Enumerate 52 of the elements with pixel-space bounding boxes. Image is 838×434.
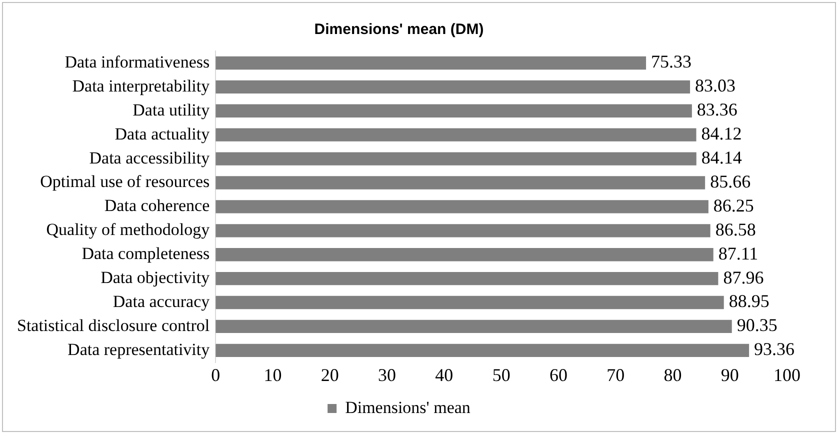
y-tick-label: Data objectivity — [100, 268, 210, 288]
y-tick-label: Data utility — [132, 100, 210, 120]
data-label: 84.14 — [701, 148, 742, 168]
y-tick-label: Data completeness — [82, 244, 210, 264]
bar — [216, 296, 724, 310]
y-tick-label: Data accessibility — [89, 148, 210, 168]
y-tick-label: Quality of methodology — [46, 220, 210, 240]
x-tick-label: 10 — [264, 364, 282, 385]
y-tick-label: Data interpretability — [72, 76, 210, 96]
y-tick-label: Data accuracy — [112, 292, 210, 311]
bar — [216, 104, 692, 118]
x-tick-label: 60 — [549, 364, 568, 385]
data-label: 90.35 — [736, 315, 778, 336]
x-tick-label: 50 — [492, 364, 510, 385]
x-tick-label: 40 — [435, 364, 454, 385]
bar — [216, 248, 714, 262]
y-tick-label: Data representativity — [68, 340, 210, 359]
bar — [216, 200, 708, 214]
data-label: 84.12 — [701, 124, 742, 144]
bar — [216, 344, 750, 358]
x-tick-label: 70 — [606, 364, 625, 385]
x-tick-label: 100 — [774, 364, 800, 385]
bar — [216, 152, 696, 166]
y-tick-label: Data coherence — [104, 196, 210, 216]
data-label: 93.36 — [754, 339, 795, 360]
bar — [216, 224, 710, 238]
x-tick-label: 20 — [320, 364, 339, 385]
y-tick-label: Data informativeness — [64, 52, 210, 72]
bar — [216, 176, 706, 190]
data-label: 88.95 — [728, 291, 770, 312]
bar — [216, 272, 718, 286]
data-label: 87.96 — [723, 267, 764, 288]
data-label: 86.25 — [713, 195, 754, 216]
x-tick-label: 90 — [720, 364, 739, 385]
data-label: 85.66 — [710, 171, 751, 192]
chart-title: Dimensions' mean (DM) — [314, 21, 484, 38]
data-label: 87.11 — [718, 243, 758, 264]
bar — [216, 128, 696, 142]
data-label: 83.36 — [696, 100, 738, 120]
y-tick-label: Statistical disclosure control — [16, 316, 210, 335]
data-label: 86.58 — [715, 219, 756, 240]
x-tick-label: 30 — [378, 364, 396, 385]
y-tick-label: Optimal use of resources — [40, 172, 210, 192]
bar — [216, 80, 690, 94]
x-tick-label: 80 — [664, 364, 682, 385]
bar — [216, 56, 646, 70]
bar — [216, 320, 732, 334]
data-label: 75.33 — [651, 52, 692, 72]
y-tick-label: Data actuality — [114, 124, 210, 144]
legend-label: Dimensions' mean — [345, 398, 471, 417]
x-tick-label: 0 — [211, 364, 220, 385]
data-label: 83.03 — [695, 76, 736, 96]
